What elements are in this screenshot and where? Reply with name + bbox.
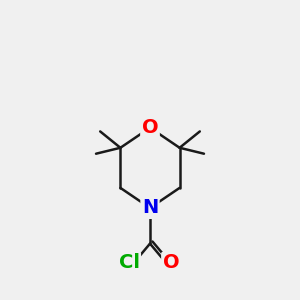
Text: O: O <box>163 254 179 272</box>
Text: Cl: Cl <box>118 254 140 272</box>
Text: O: O <box>142 118 158 137</box>
Text: N: N <box>142 199 158 218</box>
